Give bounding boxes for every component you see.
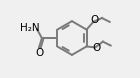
Text: O: O [92,43,101,53]
Text: O: O [35,48,44,58]
Text: H₂N: H₂N [20,23,40,33]
Text: O: O [90,15,99,25]
